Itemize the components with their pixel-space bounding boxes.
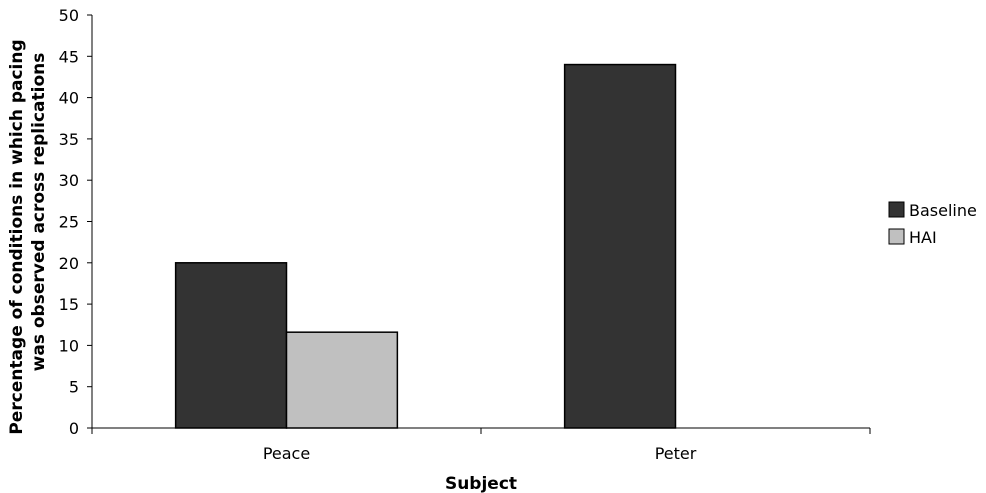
bar-hai-peace	[285, 331, 399, 429]
x-ticks-group: Peace Peter	[91, 428, 871, 463]
y-tick-label: 30	[59, 171, 79, 190]
legend-label-baseline: Baseline	[909, 201, 977, 220]
legend-swatch-hai	[888, 228, 905, 245]
y-tick-label: 45	[59, 47, 79, 66]
x-axis-title: Subject	[445, 474, 517, 493]
x-tick-label: Peter	[655, 444, 697, 463]
bar-baseline-peter	[563, 63, 677, 429]
legend: Baseline HAI	[888, 201, 977, 247]
legend-label-hai: HAI	[909, 228, 937, 247]
y-tick-label: 5	[69, 378, 79, 397]
y-tick-label: 0	[69, 419, 79, 438]
y-ticks-group: 0 5 10 15 20 25 30 35 40 45 50	[59, 6, 92, 438]
y-tick-label: 20	[59, 254, 79, 273]
bars-group	[174, 63, 677, 429]
y-tick-label: 50	[59, 6, 79, 25]
y-axis-title-line-2: was observed across replications	[29, 53, 49, 372]
y-tick-label: 40	[59, 89, 79, 108]
bar-baseline-peace	[174, 262, 288, 429]
y-tick-label: 25	[59, 213, 79, 232]
legend-swatch-baseline	[888, 201, 905, 218]
y-tick-label: 10	[59, 336, 79, 355]
y-axis-title-line-1: Percentage of conditions in which pacing	[7, 39, 27, 434]
y-tick-label: 15	[59, 295, 79, 314]
y-tick-label: 35	[59, 130, 79, 149]
x-tick-label: Peace	[263, 444, 310, 463]
